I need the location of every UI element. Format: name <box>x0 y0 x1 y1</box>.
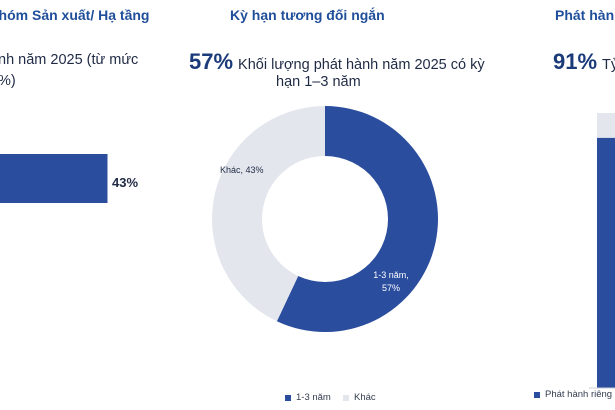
right-bar-secondary-segment <box>597 113 615 138</box>
donut-label-other: Khác, 43% <box>220 165 264 175</box>
left-headline-line-2: %) <box>0 73 16 89</box>
right-headline-text: Tỷ <box>602 57 615 73</box>
right-headline: 91% Tỷ <box>553 49 615 75</box>
right-legend-label: Phát hành riêng <box>545 389 613 400</box>
legend-swatch-other <box>343 394 349 401</box>
donut-label-main: 1-3 năm, 57% <box>366 270 416 293</box>
center-headline-line-2: hạn 1–3 năm <box>276 74 361 90</box>
legend-label-main: 1-3 năm <box>296 392 331 403</box>
legend-swatch-main <box>285 394 291 401</box>
left-panel-title: nhóm Sản xuất/ Hạ tầng <box>0 7 150 23</box>
center-panel-title: Kỳ hạn tương đối ngắn <box>230 7 385 23</box>
donut-slice-main <box>276 106 439 333</box>
right-legend-swatch <box>534 391 540 398</box>
right-headline-big-number: 91% <box>553 49 598 74</box>
right-panel-title: Phát hành <box>555 7 615 23</box>
donut-slice-other <box>212 106 325 322</box>
donut-chart <box>212 106 439 333</box>
center-headline-text: Khối lượng phát hành năm 2025 có kỳ <box>238 57 485 73</box>
right-legend-item: Phát hành riêng <box>534 389 612 400</box>
center-legend-item-other: Khác <box>343 392 376 403</box>
left-bar-value-label: 43% <box>112 175 139 190</box>
donut-label-main-name: 1-3 năm, <box>373 270 409 280</box>
center-headline-line-1: 57% Khối lượng phát hành năm 2025 có kỳ <box>189 49 485 75</box>
right-bar-primary-segment <box>597 137 615 388</box>
donut-label-main-pct: 57% <box>381 283 400 293</box>
legend-label-other: Khác <box>354 392 376 403</box>
left-bar <box>0 154 108 203</box>
center-legend-item-main: 1-3 năm <box>285 392 331 403</box>
center-headline-big-number: 57% <box>189 49 234 74</box>
left-headline-line-1: nh năm 2025 (từ mức <box>0 52 139 68</box>
